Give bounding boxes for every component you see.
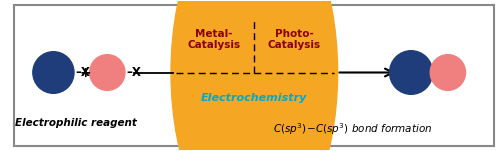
- Text: Photo-
Catalysis: Photo- Catalysis: [268, 29, 321, 50]
- Text: Electrochemistry: Electrochemistry: [201, 93, 308, 103]
- Ellipse shape: [33, 52, 74, 93]
- Text: –X: –X: [126, 66, 142, 79]
- Text: Metal-
Catalysis: Metal- Catalysis: [188, 29, 240, 50]
- Ellipse shape: [90, 55, 125, 90]
- Ellipse shape: [430, 55, 466, 90]
- Text: +: +: [80, 66, 91, 80]
- Text: Electrophilic reagent: Electrophilic reagent: [14, 118, 136, 128]
- Ellipse shape: [390, 51, 432, 94]
- Text: –X: –X: [76, 66, 90, 79]
- Ellipse shape: [171, 0, 338, 151]
- Text: $\mathit{C(sp^3)\!-\!C(sp^3)}$ $\mathit{bond\ formation}$: $\mathit{C(sp^3)\!-\!C(sp^3)}$ $\mathit{…: [272, 121, 432, 137]
